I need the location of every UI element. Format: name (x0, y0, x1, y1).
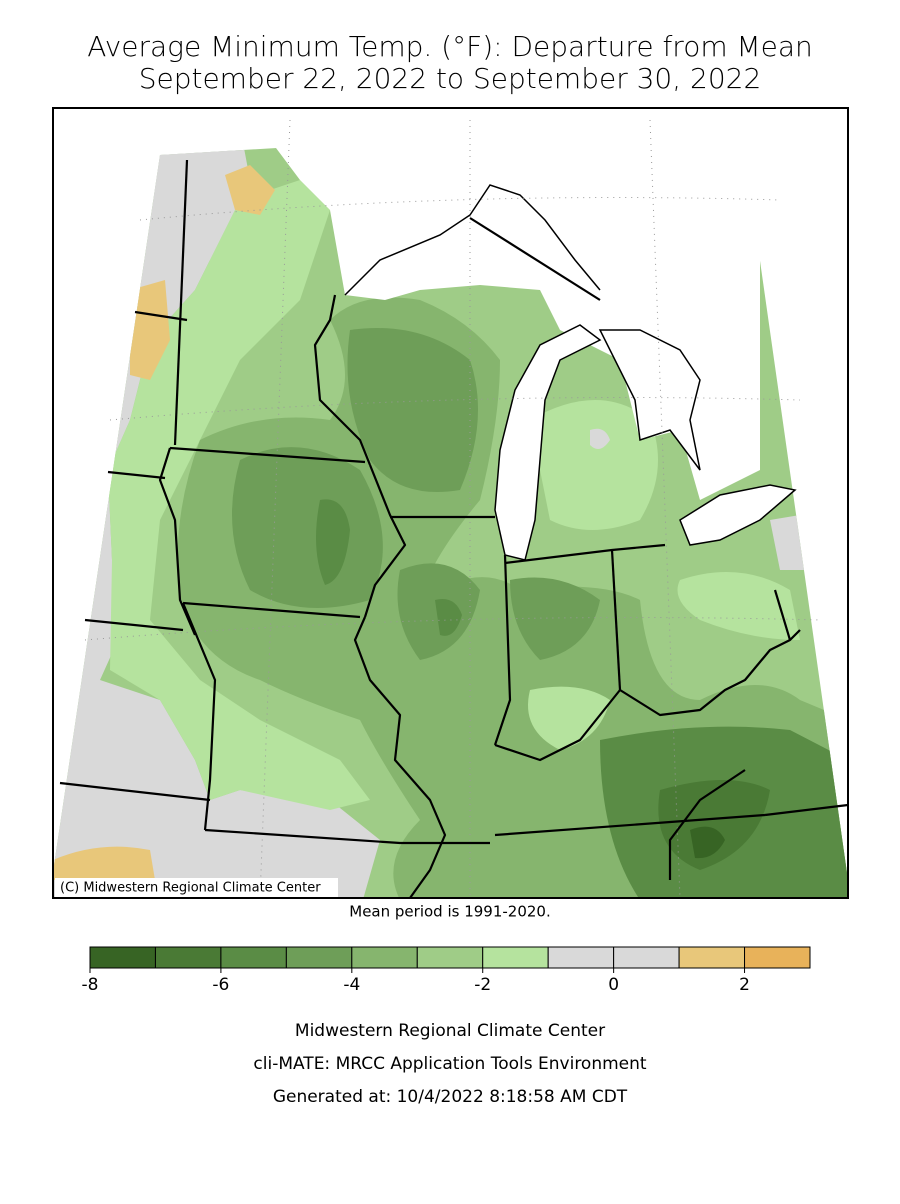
legend-tick-label: -6 (212, 975, 229, 995)
legend-swatch (547, 946, 615, 969)
title-line: September 22, 2022 to September 30, 2022 (139, 62, 762, 95)
credit-box (55, 878, 338, 897)
legend-swatch (482, 946, 549, 969)
legend-tick-label: -4 (343, 975, 360, 995)
footer-line: Midwestern Regional Climate Center (295, 1021, 605, 1041)
map-credit: (C) Midwestern Regional Climate Center (60, 881, 321, 896)
legend-swatch (154, 946, 222, 969)
mean-note: Mean period is 1991-2020. (349, 903, 550, 921)
legend-swatch (678, 946, 746, 969)
legend-swatch (351, 946, 418, 969)
title-line: Average Minimum Temp. (°F): Departure fr… (87, 30, 813, 63)
footer-line: Generated at: 10/4/2022 8:18:58 AM CDT (273, 1087, 628, 1107)
map (53, 108, 848, 898)
legend-tick-label: -8 (82, 975, 99, 995)
legend-swatch (613, 946, 680, 969)
legend-tick-label: 0 (608, 975, 619, 995)
footer-line: cli-MATE: MRCC Application Tools Environ… (253, 1054, 646, 1074)
legend-swatch (285, 946, 353, 969)
map-frame (52, 107, 849, 899)
legend-tick-label: -2 (474, 975, 491, 995)
legend-swatch (744, 946, 811, 969)
legend-swatch (416, 946, 484, 969)
legend-swatch (89, 946, 156, 969)
legend: -8 -6 -4 -2 0 2 (82, 946, 811, 995)
legend-tick-label: 2 (739, 975, 750, 995)
legend-swatch (220, 946, 287, 969)
